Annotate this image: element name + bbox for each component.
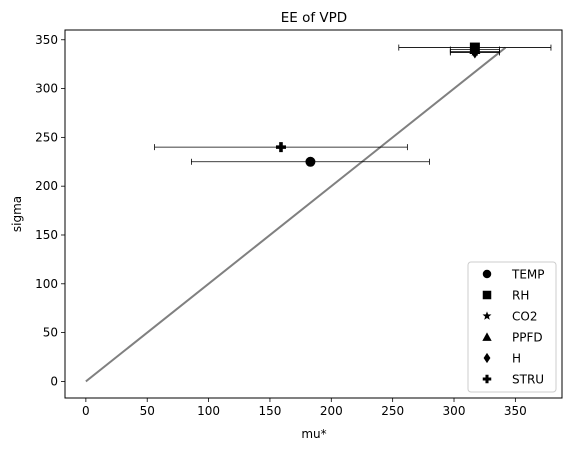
series-stru — [154, 142, 408, 153]
x-tick-label: 200 — [320, 404, 343, 418]
series-temp — [190, 156, 430, 167]
legend: TEMP RH CO2 PPFD H STRU — [467, 261, 557, 393]
triangle-icon — [482, 332, 492, 341]
legend-item-temp: TEMP — [482, 268, 545, 282]
star-icon — [482, 311, 492, 320]
plot-area — [85, 42, 552, 383]
y-tick-label: 50 — [43, 326, 58, 340]
legend-label: PPFD — [512, 331, 543, 345]
x-tick-label: 150 — [258, 404, 281, 418]
x-tick-label: 50 — [140, 404, 155, 418]
legend-item-h: H — [483, 352, 521, 366]
x-tick-label: 300 — [443, 404, 466, 418]
legend-label: STRU — [512, 373, 544, 387]
chart-title: EE of VPD — [281, 10, 347, 26]
legend-item-rh: RH — [482, 289, 529, 303]
y-tick-label: 150 — [35, 228, 58, 242]
legend-label: TEMP — [511, 268, 545, 282]
x-axis-label: mu* — [301, 427, 326, 441]
reference-line — [85, 46, 507, 383]
legend-item-stru: STRU — [482, 373, 544, 387]
legend-label: H — [512, 352, 521, 366]
x-tick-label: 0 — [82, 404, 90, 418]
data-point-temp — [305, 156, 316, 167]
legend-label: RH — [512, 289, 529, 303]
circle-icon — [482, 269, 492, 279]
y-tick-label: 300 — [35, 82, 58, 96]
square-icon — [482, 290, 492, 300]
y-tick-label: 200 — [35, 179, 58, 193]
legend-item-ppfd: PPFD — [482, 331, 543, 345]
legend-item-co2: CO2 — [482, 310, 537, 324]
x-tick-label: 350 — [504, 404, 527, 418]
data-point-h — [470, 46, 479, 59]
y-axis-label: sigma — [10, 196, 24, 232]
y-tick-label: 350 — [35, 33, 58, 47]
y-tick-label: 100 — [35, 277, 58, 291]
series-h — [449, 46, 500, 59]
x-tick-label: 100 — [197, 404, 220, 418]
y-tick-label: 250 — [35, 130, 58, 144]
axis-ticks: 0 50 100 150 200 250 300 350 0 50 100 150 200 250 300 3… — [35, 33, 527, 418]
legend-label: CO2 — [512, 310, 537, 324]
y-tick-label: 0 — [50, 374, 58, 388]
data-point-stru — [275, 142, 286, 153]
plot-frame — [64, 29, 563, 399]
diamond-icon — [483, 352, 491, 364]
x-tick-label: 250 — [381, 404, 404, 418]
plus-icon — [482, 374, 492, 384]
